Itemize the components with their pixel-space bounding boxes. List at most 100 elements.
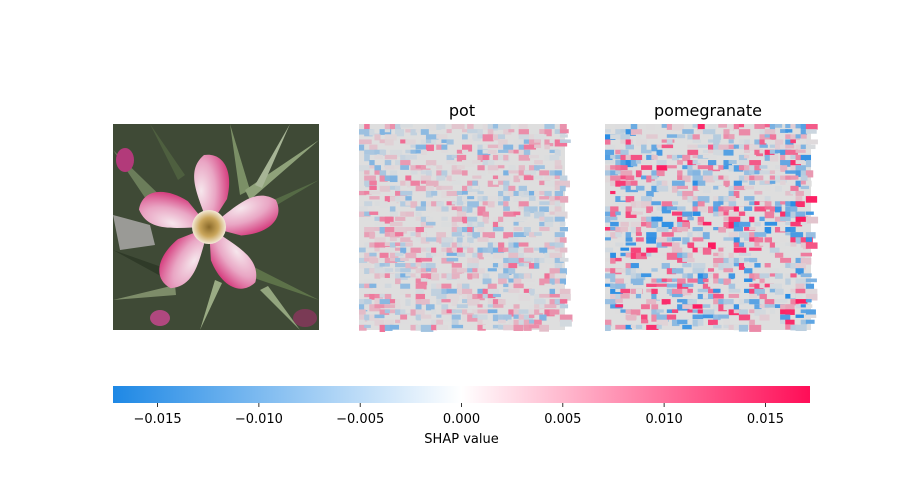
shap-cell [544,175,556,180]
shap-cell [364,299,372,305]
shap-cell [692,170,701,176]
shap-cell [702,221,712,226]
shap-cell [795,211,806,218]
shap-cell [369,252,377,257]
shap-cell [708,293,714,300]
shap-cell [754,190,763,195]
shap-cell [462,196,470,203]
shap-cell [436,293,450,299]
shap-cell [554,124,563,130]
shap-cell [646,206,654,214]
shap-cell [795,278,808,286]
shap-cell [395,278,401,285]
shap-cell [754,170,763,174]
colorbar-gradient [113,386,810,403]
shap-cell [625,268,636,276]
shap-cell [544,180,557,187]
shap-cell [795,257,806,265]
shap-cell [518,201,529,208]
shap-cell [400,247,407,254]
shap-cell [534,247,542,251]
shap-cell [400,237,413,242]
shap-cell [436,139,443,145]
shap-cell [539,196,550,200]
shap-cell [389,211,398,217]
shap-cell [410,180,420,188]
shap-cell [666,288,675,296]
shap-cell [487,288,500,296]
shap-cell [774,185,782,192]
shap-cell [677,190,684,197]
shap-cell [369,196,380,200]
shap-cell [759,170,772,175]
shap-cell [790,232,804,238]
shap-cell [795,283,805,291]
shap-cell [749,160,761,166]
shap-cell [528,154,539,159]
shap-cell [451,263,462,268]
shap-cell [559,185,566,192]
panel-title-pot: pot [449,101,475,120]
shap-cell [625,314,637,321]
shap-cell [630,278,644,286]
shap-cell [518,134,530,140]
shap-cells-pot [359,124,573,333]
shap-cell [738,144,747,150]
shap-cell [687,144,698,149]
shap-cell [651,293,661,301]
shap-cell [539,314,547,321]
shap-cell [723,160,732,167]
shap-cell [723,278,731,285]
shap-cell [415,288,424,296]
shap-cell [379,185,391,192]
shap-cell [487,283,497,290]
shap-cell [656,170,665,177]
shap-cell [671,227,682,233]
shap-cell [436,309,444,314]
shap-cell [534,257,540,265]
shap-cell [615,129,625,136]
shap-cell [780,314,791,322]
shap-cell [620,154,627,163]
shap-cell [774,206,782,213]
shap-cell [677,154,685,159]
shap-cell [513,149,523,154]
shap-cell [661,299,671,305]
shap-cell [441,273,450,279]
shap-cell [785,201,793,207]
shap-cell [441,180,449,185]
shap-cell [738,299,745,305]
shap-cell [513,242,519,249]
shap-cell [661,221,674,229]
shap-cell [702,247,712,255]
shap-cell [800,134,807,139]
shap-cell [508,237,519,243]
shap-cell [785,144,795,149]
shap-cell [635,237,644,242]
shap-cell [805,139,818,145]
shap-cell [456,247,463,253]
shap-cell [641,149,652,154]
shap-cell [498,273,510,280]
shap-cell [374,227,383,231]
shap-cell [708,206,719,214]
shap-cell [467,309,478,313]
shap-cell [395,232,404,237]
shap-cell [544,237,551,243]
shap-cell [364,278,375,285]
shap-cell [610,216,618,221]
shap-cell [738,314,751,321]
shap-cell [708,154,717,159]
shap-cell [415,160,427,165]
shap-cell [425,190,433,198]
shap-cell [687,288,693,293]
shap-cell [554,175,562,180]
shap-cell [462,185,473,192]
shap-cell [451,216,463,223]
shap-cell [641,314,648,322]
shap-cell [359,144,366,151]
shap-cell [713,211,720,217]
shap-cell [795,268,804,275]
shap-cell [534,263,540,269]
shap-cell [702,304,711,308]
